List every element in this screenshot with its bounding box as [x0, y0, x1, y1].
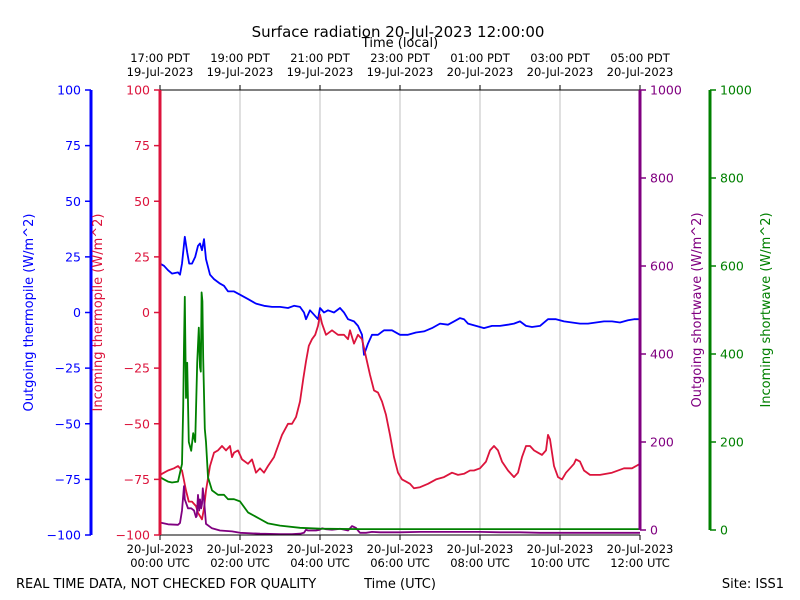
utc-tick-time-0: 00:00 UTC: [130, 556, 190, 570]
in_thermo-tick-label-5: −25: [124, 361, 150, 376]
out_thermo-tick-label-6: −50: [55, 416, 81, 431]
out_thermo-axis-label: Outgoing thermopile (W/m^2): [22, 214, 37, 412]
utc-tick-date-4: 20-Jul-2023: [447, 542, 514, 556]
utc-tick-time-4: 08:00 UTC: [450, 556, 510, 570]
in_thermo-tick-label-0: 100: [126, 83, 150, 98]
utc-tick-date-0: 20-Jul-2023: [127, 542, 194, 556]
in_thermo-axis-label: Incoming thermopile (W/m^2): [91, 214, 106, 412]
in_thermo-series-line: [159, 313, 641, 521]
in_sw-tick-label-1: 200: [720, 435, 744, 450]
out_sw-tick-label-2: 400: [650, 347, 674, 362]
out_thermo-tick-label-2: 50: [65, 194, 81, 209]
local-tick-date-3: 19-Jul-2023: [367, 65, 434, 79]
out_thermo-tick-label-4: 0: [73, 305, 81, 320]
out_sw-tick-label-3: 600: [650, 259, 674, 274]
in_sw-series-line: [159, 291, 640, 530]
out_sw-tick-label-1: 200: [650, 435, 674, 450]
site-label: Site: ISS1: [722, 577, 784, 592]
utc-tick-time-1: 02:00 UTC: [210, 556, 270, 570]
local-tick-time-4: 01:00 PDT: [450, 51, 511, 65]
in_sw-tick-label-0: 0: [720, 523, 728, 538]
utc-tick-time-2: 04:00 UTC: [290, 556, 350, 570]
utc-tick-time-5: 10:00 UTC: [530, 556, 590, 570]
in_thermo-tick-label-3: 25: [134, 249, 150, 264]
utc-tick-date-2: 20-Jul-2023: [287, 542, 354, 556]
out_thermo-tick-label-5: −25: [55, 361, 81, 376]
local-tick-time-1: 19:00 PDT: [210, 51, 271, 65]
local-tick-date-1: 19-Jul-2023: [207, 65, 274, 79]
out_sw-tick-label-4: 800: [650, 171, 674, 186]
in_thermo-tick-label-7: −75: [124, 472, 150, 487]
out_sw-axis-label: Outgoing shortwave (W/m^2): [690, 212, 705, 407]
data-series: [159, 235, 641, 535]
utc-tick-time-3: 06:00 UTC: [370, 556, 430, 570]
local-tick-time-6: 05:00 PDT: [610, 51, 671, 65]
vertical-gridlines: [239, 90, 561, 535]
local-tick-date-2: 19-Jul-2023: [287, 65, 354, 79]
local-tick-date-5: 20-Jul-2023: [527, 65, 594, 79]
out_thermo-tick-label-8: −100: [47, 528, 81, 543]
utc-time-axis-label: Time (UTC): [363, 577, 436, 592]
in_thermo-tick-label-1: 75: [134, 138, 150, 153]
utc-tick-date-5: 20-Jul-2023: [527, 542, 594, 556]
local-tick-date-6: 20-Jul-2023: [607, 65, 674, 79]
out_thermo-tick-label-3: 25: [65, 249, 81, 264]
utc-tick-time-6: 12:00 UTC: [610, 556, 670, 570]
in_thermo-tick-label-8: −100: [116, 528, 150, 543]
out_thermo-tick-label-1: 75: [65, 138, 81, 153]
in_thermo-tick-label-4: 0: [142, 305, 150, 320]
local-tick-time-0: 17:00 PDT: [130, 51, 191, 65]
in_sw-tick-label-5: 1000: [720, 83, 752, 98]
out_sw-series-line: [159, 485, 640, 535]
local-tick-time-5: 03:00 PDT: [530, 51, 591, 65]
chart-title: Surface radiation 20-Jul-2023 12:00:00: [252, 23, 545, 41]
quality-disclaimer: REAL TIME DATA, NOT CHECKED FOR QUALITY: [16, 577, 316, 592]
in_thermo-tick-label-2: 50: [134, 194, 150, 209]
in_sw-tick-label-4: 800: [720, 171, 744, 186]
out_thermo-tick-label-0: 100: [57, 83, 81, 98]
utc-tick-date-3: 20-Jul-2023: [367, 542, 434, 556]
out_thermo-series-line: [159, 235, 640, 356]
in_sw-tick-label-3: 600: [720, 259, 744, 274]
local-tick-date-4: 20-Jul-2023: [447, 65, 514, 79]
utc-tick-date-1: 20-Jul-2023: [207, 542, 274, 556]
out_sw-tick-label-0: 0: [650, 523, 658, 538]
in_sw-tick-label-2: 400: [720, 347, 744, 362]
in_thermo-tick-label-6: −50: [124, 416, 150, 431]
out_sw-tick-label-5: 1000: [650, 83, 682, 98]
local-time-axis-label: Time (local): [361, 36, 438, 51]
utc-tick-date-6: 20-Jul-2023: [607, 542, 674, 556]
out_thermo-tick-label-7: −75: [55, 472, 81, 487]
local-tick-time-3: 23:00 PDT: [370, 51, 431, 65]
local-tick-date-0: 19-Jul-2023: [127, 65, 194, 79]
local-tick-time-2: 21:00 PDT: [290, 51, 351, 65]
in_sw-axis-label: Incoming shortwave (W/m^2): [759, 212, 774, 407]
